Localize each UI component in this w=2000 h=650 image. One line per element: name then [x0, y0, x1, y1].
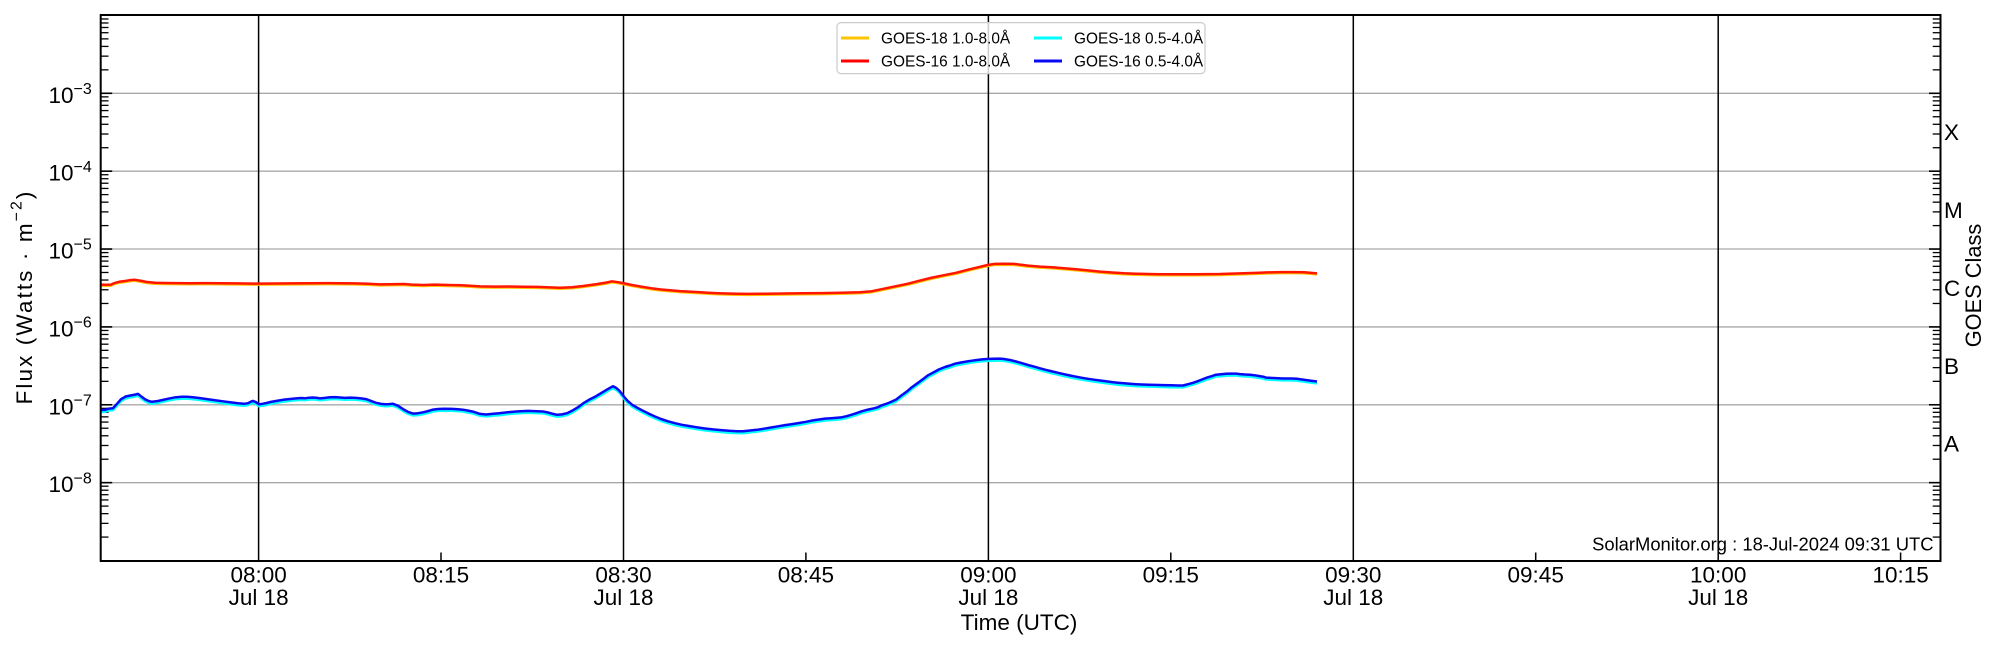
svg-text:09:45: 09:45 — [1508, 563, 1564, 588]
svg-text:09:15: 09:15 — [1143, 563, 1199, 588]
svg-text:10−4: 10−4 — [49, 159, 92, 186]
svg-text:09:30: 09:30 — [1325, 563, 1381, 588]
svg-text:Flux (Watts · m−2): Flux (Watts · m−2) — [9, 190, 38, 405]
svg-text:X: X — [1944, 120, 1959, 145]
svg-text:09:00: 09:00 — [960, 563, 1016, 588]
svg-text:Jul 18: Jul 18 — [593, 585, 653, 610]
svg-text:A: A — [1944, 432, 1959, 457]
svg-text:08:00: 08:00 — [230, 563, 286, 588]
svg-text:10−6: 10−6 — [49, 315, 92, 342]
svg-text:10:15: 10:15 — [1872, 563, 1928, 588]
svg-text:B: B — [1944, 354, 1959, 379]
svg-text:Jul 18: Jul 18 — [1688, 585, 1748, 610]
svg-text:10:00: 10:00 — [1690, 563, 1746, 588]
svg-text:08:15: 08:15 — [413, 563, 469, 588]
svg-text:Jul 18: Jul 18 — [229, 585, 289, 610]
svg-text:Time (UTC): Time (UTC) — [961, 610, 1078, 635]
svg-text:08:30: 08:30 — [595, 563, 651, 588]
svg-text:M: M — [1944, 198, 1963, 223]
svg-text:Jul 18: Jul 18 — [958, 585, 1018, 610]
svg-text:08:45: 08:45 — [778, 563, 834, 588]
svg-text:GOES-16 1.0-8.0Å: GOES-16 1.0-8.0Å — [881, 54, 1011, 71]
svg-text:GOES-18 1.0-8.0Å: GOES-18 1.0-8.0Å — [881, 31, 1011, 48]
svg-text:SolarMonitor.org : 18-Jul-2024: SolarMonitor.org : 18-Jul-2024 09:31 UTC — [1592, 534, 1933, 555]
svg-text:GOES-16 0.5-4.0Å: GOES-16 0.5-4.0Å — [1074, 54, 1204, 71]
svg-text:GOES Class: GOES Class — [1961, 224, 1986, 348]
svg-text:GOES-18 0.5-4.0Å: GOES-18 0.5-4.0Å — [1074, 31, 1204, 48]
svg-text:C: C — [1944, 276, 1960, 301]
svg-text:Jul 18: Jul 18 — [1323, 585, 1383, 610]
